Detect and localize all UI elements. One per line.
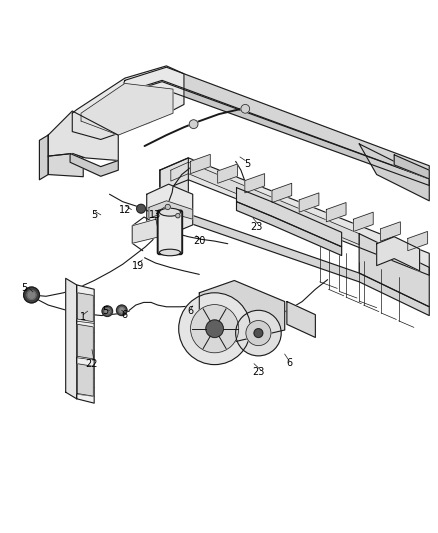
Text: 5: 5 <box>91 210 97 220</box>
Polygon shape <box>149 201 193 219</box>
Text: 5: 5 <box>244 159 251 168</box>
Polygon shape <box>199 280 285 342</box>
Circle shape <box>189 120 198 128</box>
Circle shape <box>241 104 250 113</box>
Circle shape <box>236 310 281 356</box>
Circle shape <box>102 306 113 317</box>
Polygon shape <box>78 324 93 359</box>
Text: 6: 6 <box>122 310 128 320</box>
Polygon shape <box>408 231 427 251</box>
Polygon shape <box>359 144 429 201</box>
Ellipse shape <box>159 208 180 216</box>
Circle shape <box>27 290 36 300</box>
Polygon shape <box>147 184 193 235</box>
Polygon shape <box>48 154 83 177</box>
Polygon shape <box>78 364 93 396</box>
Circle shape <box>105 309 110 314</box>
Polygon shape <box>191 155 210 174</box>
Circle shape <box>119 308 124 313</box>
Text: 6: 6 <box>187 306 194 316</box>
Polygon shape <box>132 219 159 243</box>
Polygon shape <box>326 203 346 222</box>
Text: 22: 22 <box>86 359 98 369</box>
Text: 23: 23 <box>252 367 265 377</box>
Circle shape <box>246 320 271 345</box>
Polygon shape <box>377 237 420 271</box>
Circle shape <box>191 304 239 353</box>
Polygon shape <box>160 158 188 226</box>
Polygon shape <box>39 135 48 180</box>
Polygon shape <box>272 183 292 203</box>
Polygon shape <box>66 278 77 399</box>
Circle shape <box>206 320 223 337</box>
Text: 5: 5 <box>21 282 27 293</box>
Polygon shape <box>353 212 373 231</box>
Polygon shape <box>160 214 429 316</box>
Circle shape <box>179 293 251 365</box>
Text: 19: 19 <box>132 261 144 271</box>
Polygon shape <box>70 154 118 176</box>
Polygon shape <box>218 164 237 183</box>
Text: 1: 1 <box>80 312 86 322</box>
Text: 12: 12 <box>119 205 131 215</box>
Circle shape <box>137 204 145 213</box>
Text: 23: 23 <box>250 222 262 232</box>
Polygon shape <box>394 155 429 179</box>
Text: 20: 20 <box>193 236 205 246</box>
Polygon shape <box>77 285 94 403</box>
Polygon shape <box>171 162 359 245</box>
Polygon shape <box>120 67 429 179</box>
Circle shape <box>176 214 180 218</box>
Polygon shape <box>78 293 93 322</box>
Polygon shape <box>237 201 342 255</box>
Polygon shape <box>72 66 184 140</box>
Polygon shape <box>48 111 118 160</box>
Text: 13: 13 <box>149 210 162 220</box>
Polygon shape <box>299 193 319 212</box>
Polygon shape <box>381 222 400 241</box>
Polygon shape <box>287 302 315 337</box>
Circle shape <box>24 287 39 303</box>
Polygon shape <box>359 233 429 307</box>
Text: 6: 6 <box>286 358 292 368</box>
Polygon shape <box>237 188 342 247</box>
FancyBboxPatch shape <box>158 211 182 254</box>
Polygon shape <box>81 84 173 135</box>
Polygon shape <box>122 82 429 185</box>
Circle shape <box>117 305 127 316</box>
Circle shape <box>254 329 263 337</box>
Ellipse shape <box>159 249 180 256</box>
Polygon shape <box>245 174 265 193</box>
Text: 5: 5 <box>102 306 108 316</box>
Polygon shape <box>160 158 429 275</box>
Circle shape <box>165 204 170 209</box>
